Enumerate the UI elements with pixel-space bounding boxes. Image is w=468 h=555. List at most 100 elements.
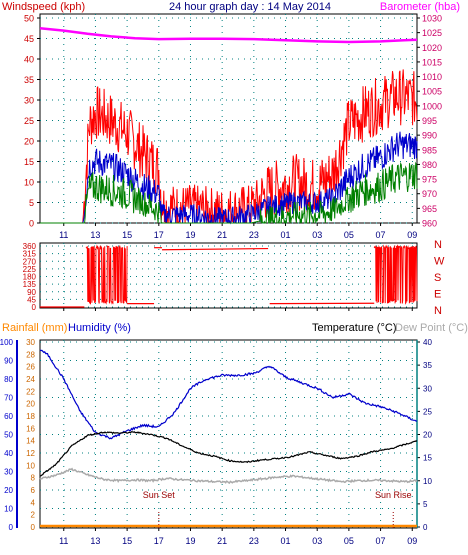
direction-tick-label: 135 [23, 280, 37, 289]
humidity-tick-label: 20 [4, 486, 13, 495]
rainfall-tick-label: 26 [26, 363, 35, 372]
humidity-title: Humidity (%) [68, 322, 131, 334]
humidity-tick-label: 40 [4, 449, 13, 458]
wind-x-tick-label: 19 [185, 230, 195, 240]
temp-x-tick-label: 17 [154, 536, 164, 546]
wind-tick-label: 50 [24, 14, 34, 24]
temperature-tick-label: 30 [423, 384, 432, 393]
temp-x-tick-label: 07 [376, 536, 386, 546]
wind-tick-label: 30 [24, 96, 34, 106]
temp-x-tick-label: 05 [344, 536, 354, 546]
barometer-tick-label: 985 [422, 145, 437, 155]
humidity-tick-label: 0 [9, 523, 14, 532]
dewpoint-line [39, 467, 418, 484]
humidity-tick-label: 60 [4, 412, 13, 421]
rainfall-tick-label: 22 [26, 387, 35, 396]
graph-title: 24 hour graph day : 14 May 2014 [169, 1, 331, 13]
direction-compass-label: W [434, 256, 445, 268]
rainfall-tick-label: 6 [31, 486, 36, 495]
direction-tick-label: 90 [27, 288, 36, 297]
temp-x-tick-label: 11 [59, 536, 68, 546]
temp-x-tick-label: 21 [217, 536, 227, 546]
wind-x-tick-label: 03 [312, 230, 322, 240]
direction-scatter-line [373, 244, 418, 305]
direction-tick-label: 315 [23, 250, 37, 259]
axis-labels: 0510152025303540455096096597097598098599… [0, 14, 445, 547]
wind-x-tick-label: 23 [249, 230, 259, 240]
rainfall-tick-label: 8 [31, 474, 36, 483]
direction-tick-label: 180 [23, 273, 37, 282]
temperature-line [39, 431, 418, 477]
barometer-tick-label: 1010 [422, 72, 442, 82]
barometer-line [39, 27, 418, 44]
rainfall-title: Rainfall (mm) [2, 322, 67, 334]
direction-tick-label: 360 [23, 242, 37, 251]
wind-series [39, 27, 418, 225]
rainfall-tick-label: 18 [26, 412, 35, 421]
barometer-tick-label: 1025 [422, 28, 442, 38]
barometer-title: Barometer (hba) [380, 1, 460, 13]
barometer-tick-label: 980 [422, 160, 437, 170]
temp-series [39, 349, 418, 528]
rainfall-tick-label: 30 [26, 338, 35, 347]
humidity-line [39, 349, 418, 440]
wind-tick-label: 20 [24, 137, 34, 147]
barometer-tick-label: 1030 [422, 14, 442, 24]
temp-x-tick-label: 23 [249, 536, 259, 546]
direction-series [40, 244, 418, 308]
rainfall-tick-label: 14 [26, 437, 35, 446]
humidity-tick-label: 50 [4, 431, 13, 440]
temperature-tick-label: 15 [423, 454, 432, 463]
humidity-tick-label: 30 [4, 468, 13, 477]
wind-x-tick-label: 01 [281, 230, 291, 240]
temp-x-tick-label: 15 [122, 536, 132, 546]
temp-x-tick-label: 19 [185, 536, 195, 546]
dewpoint-title: Dew Point (°C) [395, 322, 468, 334]
wind-x-tick-label: 21 [217, 230, 227, 240]
wind-x-tick-label: 17 [154, 230, 164, 240]
temperature-tick-label: 10 [423, 477, 432, 486]
rainfall-tick-label: 20 [26, 400, 35, 409]
barometer-tick-label: 995 [422, 116, 437, 126]
direction-tick-label: 0 [32, 303, 37, 312]
barometer-tick-label: 1005 [422, 87, 442, 97]
direction-scatter-line [85, 244, 128, 305]
wind-tick-label: 10 [24, 178, 34, 188]
temp-x-tick-label: 01 [281, 536, 291, 546]
wind-x-tick-label: 07 [376, 230, 386, 240]
temperature-tick-label: 20 [423, 431, 432, 440]
direction-tick-label: 225 [23, 265, 37, 274]
direction-compass-label: S [434, 272, 441, 284]
wind-gust-line [40, 69, 418, 224]
rainfall-tick-label: 12 [26, 449, 35, 458]
temperature-tick-label: 35 [423, 361, 432, 370]
wind-x-tick-label: 05 [344, 230, 354, 240]
barometer-tick-label: 990 [422, 131, 437, 141]
barometer-tick-label: 975 [422, 175, 437, 185]
wind-tick-label: 15 [24, 157, 34, 167]
humidity-tick-label: 10 [4, 505, 13, 514]
direction-tick-label: 270 [23, 257, 37, 266]
humidity-tick-label: 100 [0, 338, 14, 347]
barometer-tick-label: 965 [422, 204, 437, 214]
wind-tick-label: 0 [29, 219, 34, 229]
barometer-tick-label: 1015 [422, 57, 442, 67]
temp-x-tick-label: 13 [90, 536, 100, 546]
direction-compass-label: N [434, 239, 442, 251]
temperature-tick-label: 0 [423, 523, 428, 532]
humidity-tick-label: 80 [4, 375, 13, 384]
temperature-title: Temperature (°C) [312, 322, 396, 334]
barometer-tick-label: 970 [422, 189, 437, 199]
windspeed-title: Windspeed (kph) [2, 1, 85, 13]
temperature-tick-label: 25 [423, 407, 432, 416]
rainfall-tick-label: 16 [26, 424, 35, 433]
wind-tick-label: 35 [24, 75, 34, 85]
direction-compass-label: E [434, 289, 441, 301]
barometer-tick-label: 960 [422, 219, 437, 229]
wind-tick-label: 25 [24, 116, 34, 126]
sun-rise-annotation: Sun Rise [375, 490, 412, 500]
wind-lull-line [40, 161, 418, 224]
temperature-tick-label: 5 [423, 500, 428, 509]
